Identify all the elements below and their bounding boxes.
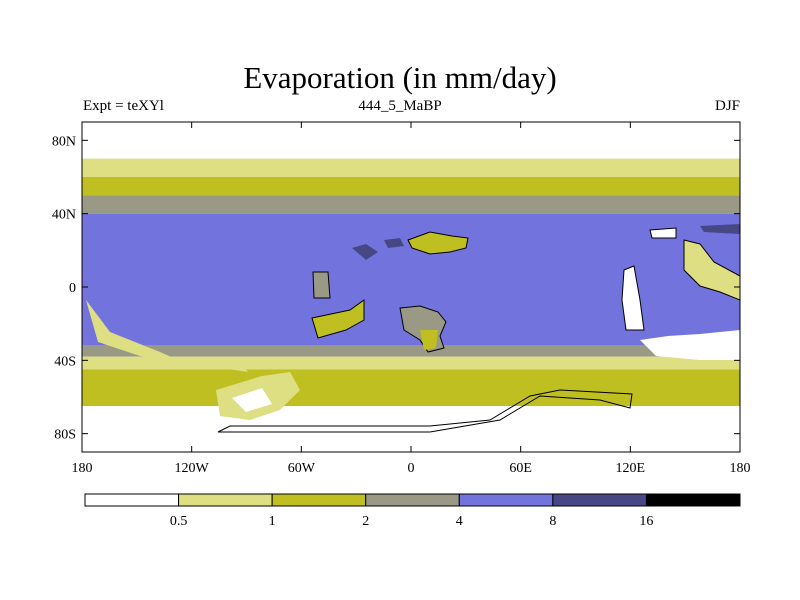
- colorbar-level-label: 4: [456, 514, 463, 529]
- x-tick-label: 120W: [175, 461, 210, 476]
- colorbar-level-label: 8: [549, 514, 556, 529]
- y-tick-label: 0: [69, 281, 76, 296]
- land-patch: [312, 271, 331, 299]
- field-band: [82, 158, 740, 177]
- colorbar-level-label: 1: [269, 514, 276, 529]
- regional-features: [86, 224, 740, 433]
- x-tick-label: 120E: [616, 461, 646, 476]
- y-tick-label: 40N: [52, 208, 76, 223]
- dark-patch: [700, 224, 740, 234]
- land-patch: [86, 300, 248, 372]
- land-patch: [649, 227, 677, 239]
- longitude-axis: 180 120W 60W 0 60E 120E 180: [72, 122, 751, 476]
- latitude-axis: 80N 40N 0 40S 80S: [52, 134, 740, 443]
- coastline-antarctica: [217, 389, 633, 433]
- land-patch: [420, 330, 438, 350]
- colorbar-box: [365, 493, 460, 507]
- dark-patch: [384, 238, 404, 248]
- season-label: DJF: [714, 98, 740, 114]
- plot-title: Evaporation (in mm/day): [243, 60, 557, 95]
- colorbar-box: [84, 493, 180, 507]
- colorbar-box: [178, 493, 273, 507]
- latitude-bands: [82, 122, 740, 452]
- experiment-label: Expt = teXYl: [83, 98, 164, 114]
- x-tick-label: 60W: [288, 461, 316, 476]
- colorbar-box: [552, 493, 647, 507]
- colorbar-box: [458, 493, 554, 507]
- land-patch: [683, 239, 740, 301]
- field-band: [82, 406, 740, 452]
- colorbar-box: [645, 493, 741, 507]
- field-band: [82, 369, 740, 407]
- x-tick-label: 180: [72, 461, 93, 476]
- land-patch: [640, 330, 740, 360]
- field-band: [82, 177, 740, 196]
- field-band: [82, 195, 740, 214]
- x-tick-label: 180: [730, 461, 751, 476]
- dark-patch: [352, 244, 378, 260]
- field-band: [82, 356, 740, 370]
- y-tick-label: 40S: [54, 354, 76, 369]
- field-band: [82, 345, 740, 357]
- x-tick-label: 0: [408, 461, 415, 476]
- colorbar: 0.5 1 2 4 8 16: [84, 493, 741, 529]
- land-patch: [311, 299, 365, 339]
- colorbar-level-label: 0.5: [170, 514, 188, 529]
- field-band: [82, 122, 740, 159]
- colorbar-level-label: 2: [362, 514, 369, 529]
- land-patch: [232, 388, 272, 412]
- colorbar-level-label: 16: [639, 514, 653, 529]
- land-patch: [621, 265, 645, 331]
- colorbar-box: [271, 493, 367, 507]
- experiment-period-label: 444_5_MaBP: [358, 98, 442, 114]
- x-tick-label: 60E: [509, 461, 532, 476]
- land-patch: [407, 231, 469, 255]
- y-tick-label: 80S: [54, 428, 76, 443]
- y-tick-label: 80N: [52, 134, 76, 149]
